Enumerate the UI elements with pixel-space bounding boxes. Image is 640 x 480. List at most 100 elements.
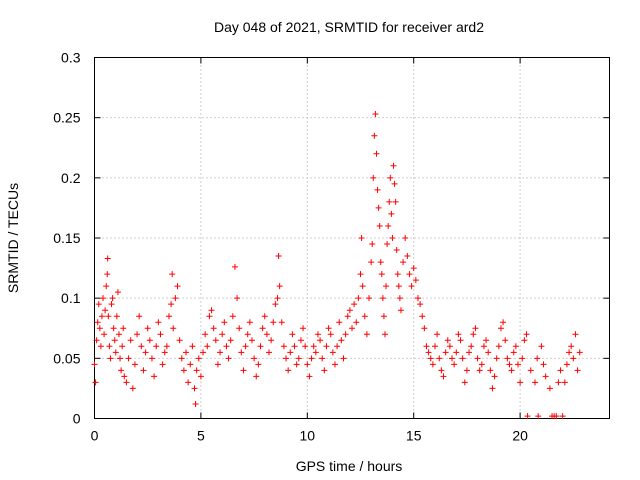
data-point bbox=[457, 337, 464, 344]
y-tick-label: 0.25 bbox=[53, 110, 80, 126]
data-point bbox=[325, 325, 332, 332]
data-point bbox=[461, 379, 468, 386]
data-point bbox=[105, 313, 112, 320]
data-point bbox=[372, 111, 379, 118]
data-point bbox=[344, 313, 351, 320]
data-point bbox=[487, 367, 494, 374]
y-tick-label: 0.1 bbox=[61, 290, 81, 306]
data-point bbox=[169, 271, 176, 278]
data-point bbox=[355, 295, 362, 302]
data-point bbox=[117, 355, 124, 362]
data-point bbox=[392, 198, 399, 205]
data-point bbox=[266, 349, 273, 356]
data-point bbox=[163, 343, 170, 350]
data-point bbox=[572, 331, 579, 338]
data-point bbox=[375, 204, 382, 211]
data-point bbox=[140, 367, 147, 374]
data-point bbox=[200, 349, 207, 356]
data-point bbox=[523, 331, 530, 338]
data-point bbox=[236, 325, 243, 332]
y-tick-label: 0.2 bbox=[61, 170, 81, 186]
data-point bbox=[521, 337, 528, 344]
data-point bbox=[390, 162, 397, 169]
chart-title: Day 048 of 2021, SRMTID for receiver ard… bbox=[214, 19, 484, 35]
data-point bbox=[157, 331, 164, 338]
data-point bbox=[527, 367, 534, 374]
data-point bbox=[304, 361, 311, 368]
data-point bbox=[125, 355, 132, 362]
data-point bbox=[431, 343, 438, 350]
data-point bbox=[561, 379, 568, 386]
data-point bbox=[408, 283, 415, 290]
data-point bbox=[358, 235, 365, 241]
data-point bbox=[259, 325, 266, 332]
data-point bbox=[478, 361, 485, 368]
data-point bbox=[108, 301, 115, 308]
data-point bbox=[396, 295, 403, 302]
data-point bbox=[291, 343, 298, 350]
data-point bbox=[240, 367, 247, 374]
data-point bbox=[238, 349, 245, 356]
data-point bbox=[381, 331, 388, 338]
data-point bbox=[377, 259, 384, 266]
data-point bbox=[438, 367, 445, 374]
data-point bbox=[336, 319, 343, 326]
data-point bbox=[136, 313, 143, 320]
data-point bbox=[295, 355, 302, 362]
data-point bbox=[274, 295, 281, 302]
data-point bbox=[251, 355, 258, 362]
data-point bbox=[466, 349, 473, 356]
data-point bbox=[104, 255, 111, 262]
data-point bbox=[342, 331, 349, 338]
data-point bbox=[404, 253, 411, 260]
data-point bbox=[93, 337, 100, 344]
data-point bbox=[104, 271, 111, 278]
data-point bbox=[376, 222, 383, 229]
data-point bbox=[493, 355, 500, 362]
data-point bbox=[402, 235, 409, 241]
y-tick-label: 0.05 bbox=[53, 350, 80, 366]
data-point bbox=[366, 295, 373, 302]
data-point bbox=[379, 295, 386, 302]
data-point bbox=[346, 307, 353, 314]
data-point bbox=[387, 174, 394, 181]
data-point bbox=[388, 210, 395, 217]
data-point bbox=[94, 319, 101, 326]
data-point bbox=[321, 367, 328, 374]
data-point bbox=[472, 325, 479, 332]
data-point bbox=[423, 343, 430, 350]
data-point bbox=[248, 337, 255, 344]
data-point bbox=[557, 367, 564, 374]
data-point bbox=[144, 325, 151, 332]
data-point bbox=[540, 361, 547, 368]
data-point bbox=[111, 337, 118, 344]
data-point bbox=[510, 349, 517, 356]
data-point bbox=[440, 373, 447, 380]
data-point bbox=[329, 349, 336, 356]
data-point bbox=[563, 361, 570, 368]
data-point bbox=[340, 355, 347, 362]
data-point bbox=[389, 235, 396, 241]
data-point bbox=[183, 349, 190, 356]
y-axis-label: SRMTID / TECUs bbox=[5, 183, 21, 293]
data-point bbox=[180, 367, 187, 374]
data-point bbox=[172, 295, 179, 302]
data-point bbox=[110, 325, 117, 332]
y-tick-label: 0.3 bbox=[61, 50, 81, 66]
data-point bbox=[542, 373, 549, 380]
data-point bbox=[283, 355, 290, 362]
data-point bbox=[338, 337, 345, 344]
data-point bbox=[310, 343, 317, 350]
data-point bbox=[397, 307, 404, 314]
data-point bbox=[120, 325, 127, 332]
data-point bbox=[436, 355, 443, 362]
data-point bbox=[485, 349, 492, 356]
data-point bbox=[95, 301, 102, 308]
data-point bbox=[100, 295, 107, 302]
data-point bbox=[91, 361, 98, 368]
data-point bbox=[123, 379, 130, 386]
data-point bbox=[189, 343, 196, 350]
data-point bbox=[289, 331, 296, 338]
data-point bbox=[384, 241, 391, 248]
